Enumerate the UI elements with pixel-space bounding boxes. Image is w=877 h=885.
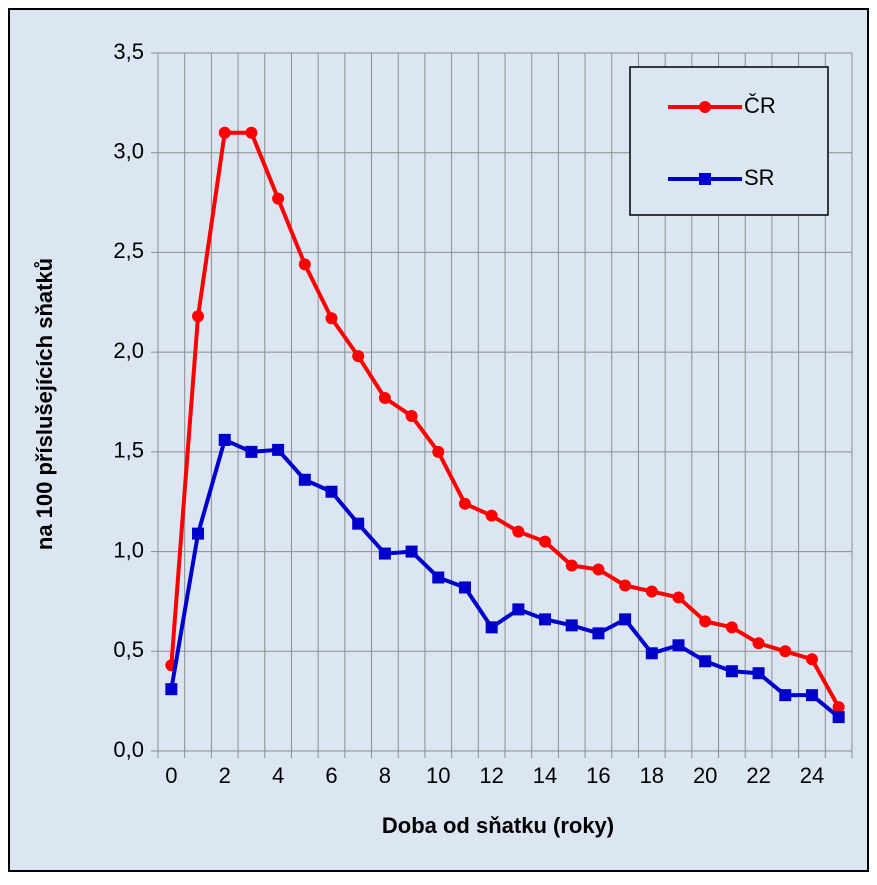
x-tick-label: 12 <box>479 763 503 788</box>
legend-marker <box>699 101 711 113</box>
x-tick-label: 2 <box>219 763 231 788</box>
marker <box>752 667 765 680</box>
marker <box>512 603 525 616</box>
marker <box>725 621 738 634</box>
marker <box>619 613 632 626</box>
marker <box>699 655 712 668</box>
y-tick-label: 0,0 <box>113 737 144 762</box>
x-tick-label: 10 <box>426 763 450 788</box>
marker <box>298 258 311 271</box>
y-axis-label: na 100 příslušejících sňatků <box>32 258 57 550</box>
marker <box>539 535 552 548</box>
x-tick-label: 4 <box>272 763 284 788</box>
marker <box>245 126 258 139</box>
marker <box>565 619 578 632</box>
y-tick-label: 3,5 <box>113 39 144 64</box>
marker <box>779 645 792 658</box>
marker <box>192 310 205 323</box>
marker <box>645 647 658 660</box>
marker <box>192 527 205 540</box>
marker <box>672 591 685 604</box>
legend-marker <box>699 173 711 185</box>
marker <box>592 627 605 640</box>
y-tick-label: 1,5 <box>113 438 144 463</box>
y-tick-label: 3,0 <box>113 139 144 164</box>
marker <box>272 192 285 205</box>
x-tick-label: 20 <box>693 763 717 788</box>
marker <box>592 563 605 576</box>
y-tick-label: 0,5 <box>113 637 144 662</box>
marker <box>325 312 338 325</box>
x-tick-label: 14 <box>533 763 557 788</box>
marker <box>352 350 365 363</box>
legend-box <box>629 66 829 216</box>
y-tick-label: 2,5 <box>113 238 144 263</box>
marker <box>352 517 365 530</box>
x-tick-label: 8 <box>379 763 391 788</box>
x-tick-label: 0 <box>165 763 177 788</box>
y-tick-label: 1,0 <box>113 537 144 562</box>
marker <box>245 445 258 458</box>
marker <box>539 613 552 626</box>
x-tick-label: 16 <box>586 763 610 788</box>
x-tick-label: 24 <box>800 763 824 788</box>
marker <box>405 409 418 422</box>
marker <box>832 701 845 714</box>
legend-label: ČR <box>744 93 776 118</box>
marker <box>458 497 471 510</box>
marker <box>805 689 818 702</box>
x-tick-label: 18 <box>640 763 664 788</box>
marker <box>432 445 445 458</box>
marker <box>272 443 285 456</box>
marker <box>218 126 231 139</box>
x-axis-label: Doba od sňatku (roky) <box>382 813 614 838</box>
marker <box>325 485 338 498</box>
x-tick-label: 6 <box>325 763 337 788</box>
marker <box>378 392 391 405</box>
marker <box>432 571 445 584</box>
marker <box>619 579 632 592</box>
marker <box>298 473 311 486</box>
marker <box>485 621 498 634</box>
marker <box>565 559 578 572</box>
marker <box>725 665 738 678</box>
marker <box>752 637 765 650</box>
marker <box>485 509 498 522</box>
x-tick-label: 22 <box>746 763 770 788</box>
marker <box>165 683 178 696</box>
marker <box>832 711 845 724</box>
marker <box>405 545 418 558</box>
marker <box>779 689 792 702</box>
marker <box>645 585 658 598</box>
marker <box>699 615 712 628</box>
marker <box>458 581 471 594</box>
legend-label: SR <box>744 165 775 190</box>
marker <box>218 433 231 446</box>
marker <box>378 547 391 560</box>
marker <box>672 639 685 652</box>
y-tick-label: 2,0 <box>113 338 144 363</box>
marker <box>805 653 818 666</box>
marker <box>512 525 525 538</box>
